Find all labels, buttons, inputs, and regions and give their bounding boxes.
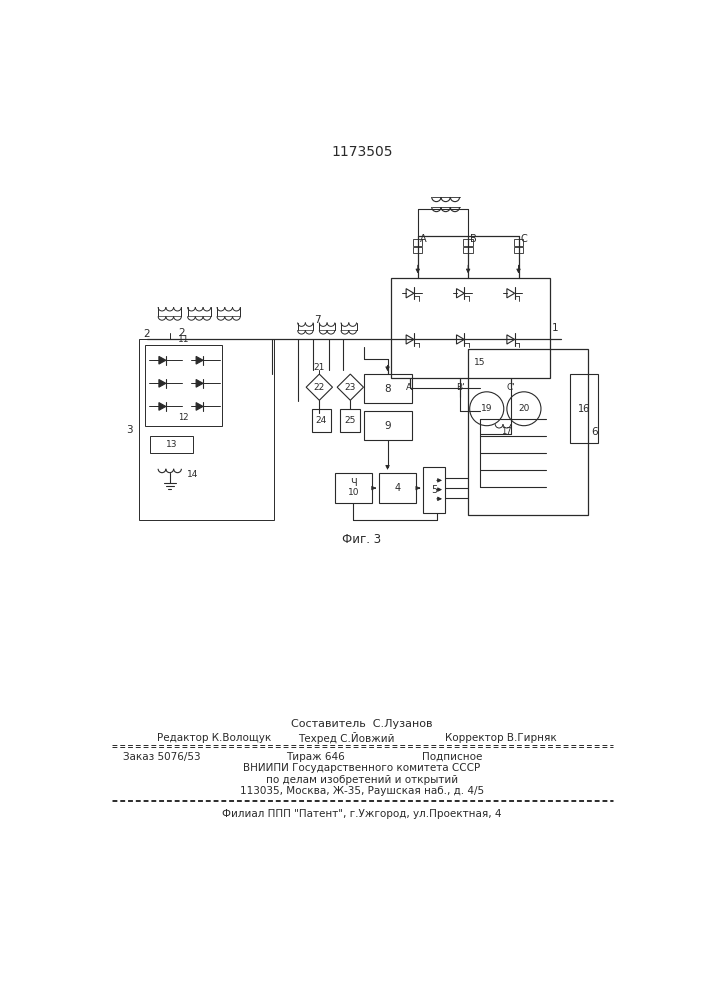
Text: 20: 20 xyxy=(518,404,530,413)
Text: по делам изобретений и открытий: по делам изобретений и открытий xyxy=(266,775,458,785)
Bar xyxy=(464,247,473,253)
Text: 7: 7 xyxy=(314,315,320,325)
Text: Филиал ППП "Патент", г.Ужгород, ул.Проектная, 4: Филиал ППП "Патент", г.Ужгород, ул.Проек… xyxy=(222,809,502,819)
Text: 1173505: 1173505 xyxy=(331,145,392,159)
Bar xyxy=(379,473,416,503)
Text: 17: 17 xyxy=(501,427,512,436)
Bar xyxy=(468,349,588,515)
Polygon shape xyxy=(159,356,166,364)
Text: 23: 23 xyxy=(344,383,356,392)
Text: 12: 12 xyxy=(178,413,189,422)
Text: Подписное: Подписное xyxy=(421,752,482,762)
Text: A': A' xyxy=(406,383,414,392)
Text: 5: 5 xyxy=(431,485,437,495)
Text: B: B xyxy=(470,234,477,244)
Text: 113035, Москва, Ж-35, Раушская наб., д. 4/5: 113035, Москва, Ж-35, Раушская наб., д. … xyxy=(240,786,484,796)
Bar xyxy=(571,374,597,443)
Bar xyxy=(413,239,422,246)
Bar xyxy=(514,239,523,246)
Bar xyxy=(413,247,422,253)
Bar xyxy=(340,409,360,432)
Text: 15: 15 xyxy=(474,358,486,367)
Text: Техред С.Йовжий: Техред С.Йовжий xyxy=(298,732,394,744)
Polygon shape xyxy=(196,356,203,364)
Bar xyxy=(363,411,411,440)
Text: 13: 13 xyxy=(165,440,177,449)
Text: Тираж 646: Тираж 646 xyxy=(286,752,345,762)
Text: ВНИИПИ Государственного комитета СССР: ВНИИПИ Государственного комитета СССР xyxy=(243,763,481,773)
Text: 14: 14 xyxy=(187,470,199,479)
Text: 2: 2 xyxy=(144,329,150,339)
Bar xyxy=(145,345,223,426)
Text: Редактор К.Волощук: Редактор К.Волощук xyxy=(156,733,271,743)
Text: Корректор В.Гирняк: Корректор В.Гирняк xyxy=(445,733,556,743)
Bar xyxy=(464,239,473,246)
Text: 3: 3 xyxy=(126,425,132,435)
Text: Фиг. 3: Фиг. 3 xyxy=(342,533,382,546)
Text: 11: 11 xyxy=(178,335,189,344)
Polygon shape xyxy=(196,379,203,387)
Text: A: A xyxy=(420,234,426,244)
Text: 25: 25 xyxy=(344,416,355,425)
Bar xyxy=(139,339,274,520)
Text: 9: 9 xyxy=(384,421,391,431)
Text: 10: 10 xyxy=(348,488,359,497)
Text: 1: 1 xyxy=(551,323,559,333)
Polygon shape xyxy=(196,403,203,410)
Text: C: C xyxy=(520,234,527,244)
Text: Ч: Ч xyxy=(350,478,357,488)
Text: 6: 6 xyxy=(591,427,597,437)
Bar xyxy=(335,473,372,503)
Text: 19: 19 xyxy=(481,404,493,413)
Text: 16: 16 xyxy=(578,404,590,414)
Text: Составитель  С.Лузанов: Составитель С.Лузанов xyxy=(291,719,433,729)
Polygon shape xyxy=(159,379,166,387)
Bar xyxy=(391,278,549,378)
Text: B': B' xyxy=(456,383,464,392)
Text: 22: 22 xyxy=(314,383,325,392)
Text: 4: 4 xyxy=(395,483,401,493)
Bar xyxy=(312,409,331,432)
Text: 21: 21 xyxy=(314,363,325,372)
Bar xyxy=(423,466,445,513)
Text: 2: 2 xyxy=(178,328,185,338)
Text: Заказ 5076/53: Заказ 5076/53 xyxy=(123,752,201,762)
Text: 8: 8 xyxy=(384,384,391,394)
Polygon shape xyxy=(159,403,166,410)
Text: 24: 24 xyxy=(315,416,327,425)
Text: C': C' xyxy=(506,383,515,392)
Bar xyxy=(151,436,193,453)
Bar xyxy=(514,247,523,253)
Bar xyxy=(363,374,411,403)
